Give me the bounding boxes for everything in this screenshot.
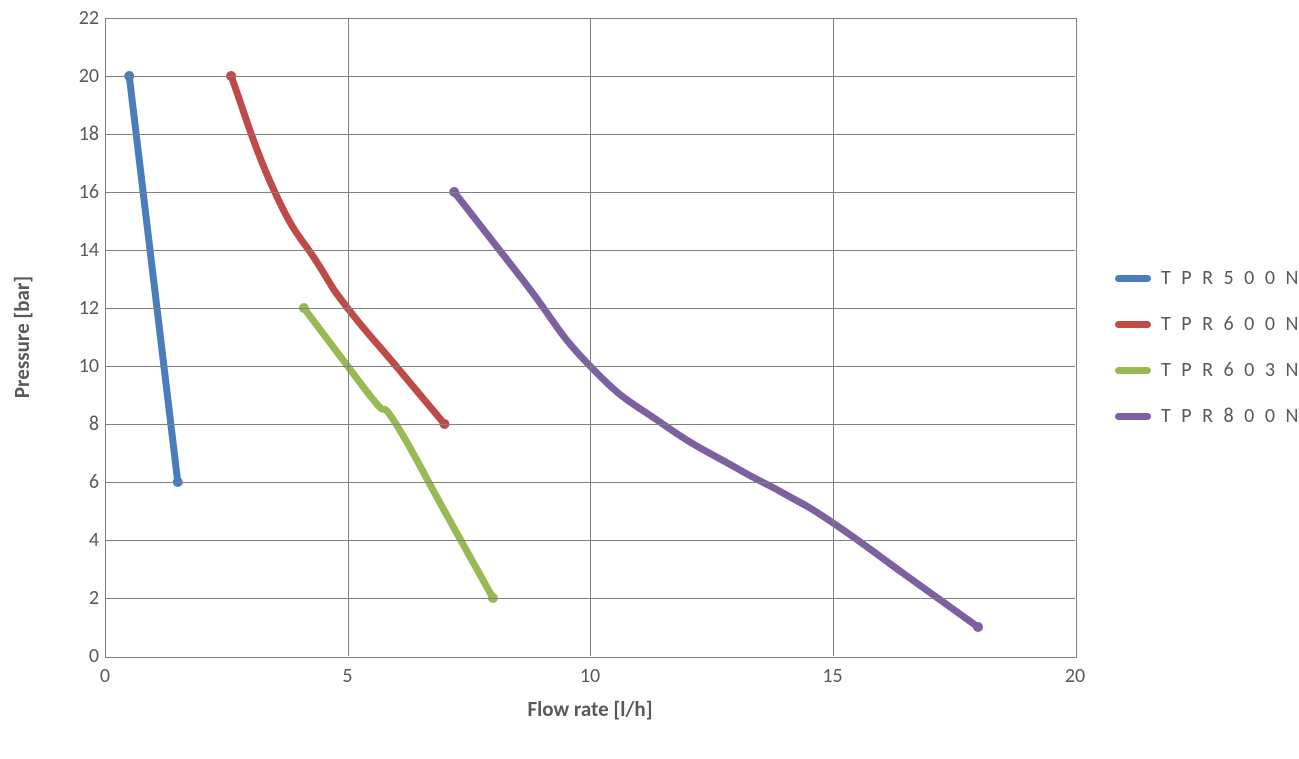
- legend-item-tpr800n: T P R 8 0 0 N: [1115, 402, 1299, 430]
- gridline-h: [105, 134, 1075, 135]
- y-tick-label: 12: [71, 296, 99, 320]
- gridline-h: [105, 308, 1075, 309]
- y-tick-label: 20: [71, 64, 99, 88]
- y-tick-label: 22: [71, 6, 99, 30]
- y-tick-label: 10: [71, 354, 99, 378]
- gridline-h: [105, 424, 1075, 425]
- legend-swatch: [1115, 321, 1151, 328]
- legend-item-tpr600n: T P R 6 0 0 N: [1115, 310, 1299, 338]
- gridline-h: [105, 76, 1075, 77]
- x-tick-label: 5: [342, 664, 352, 688]
- gridline-v: [590, 18, 591, 656]
- legend-item-tpr500n: T P R 5 0 0 N: [1115, 264, 1299, 292]
- pressure-flow-chart: 0 5 10 15 20 0 2 4 6 8 10 12 14 16 18 20 22 Flow rate […: [0, 0, 1299, 759]
- y-tick-label: 4: [71, 528, 99, 552]
- legend-label: T P R 6 0 0 N: [1161, 312, 1299, 336]
- legend-item-tpr603n: T P R 6 0 3 N: [1115, 356, 1299, 384]
- y-tick-label: 14: [71, 238, 99, 262]
- series-line-tpr500n: [129, 76, 178, 482]
- x-tick-label: 0: [100, 664, 110, 688]
- x-tick-label: 10: [580, 664, 600, 688]
- gridline-h: [105, 250, 1075, 251]
- legend-label: T P R 5 0 0 N: [1161, 266, 1299, 290]
- y-tick-label: 0: [71, 644, 99, 668]
- y-axis-title: Pressure [bar]: [9, 276, 35, 398]
- y-tick-label: 6: [71, 470, 99, 494]
- legend-swatch: [1115, 413, 1151, 420]
- gridline-v: [833, 18, 834, 656]
- gridline-h: [105, 192, 1075, 193]
- gridline-h: [105, 366, 1075, 367]
- legend: T P R 5 0 0 N T P R 6 0 0 N T P R 6 0 3 …: [1115, 264, 1299, 430]
- y-tick-label: 2: [71, 586, 99, 610]
- gridline-h: [105, 540, 1075, 541]
- chart-lines-svg: [0, 0, 1299, 759]
- x-axis-title: Flow rate [l/h]: [527, 696, 652, 722]
- gridline-h: [105, 598, 1075, 599]
- series-endpoint-marker: [973, 622, 983, 632]
- y-tick-label: 8: [71, 412, 99, 436]
- legend-swatch: [1115, 367, 1151, 374]
- x-tick-label: 15: [822, 664, 842, 688]
- legend-label: T P R 6 0 3 N: [1161, 358, 1299, 382]
- legend-swatch: [1115, 275, 1151, 282]
- legend-label: T P R 8 0 0 N: [1161, 404, 1299, 428]
- x-tick-label: 20: [1065, 664, 1085, 688]
- y-tick-label: 18: [71, 122, 99, 146]
- gridline-h: [105, 482, 1075, 483]
- y-tick-label: 16: [71, 180, 99, 204]
- gridline-v: [348, 18, 349, 656]
- series-line-tpr800n: [454, 192, 978, 627]
- series-line-tpr603n: [304, 308, 493, 598]
